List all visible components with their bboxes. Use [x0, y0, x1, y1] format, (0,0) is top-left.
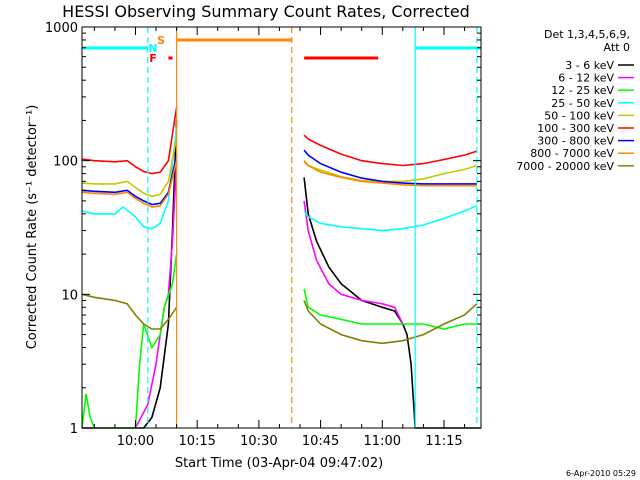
legend-entry-7-label: 800 - 7000 keV [530, 147, 614, 160]
y-tick-label-2: 100 [53, 155, 78, 170]
series-6-segment-0-line [81, 154, 178, 206]
legend-entry-3-label: 25 - 50 keV [551, 97, 614, 110]
series-6-segment-1-line [303, 149, 477, 185]
flag-label-n: N [148, 42, 157, 55]
series-7-segment-1-line [303, 160, 477, 187]
chart-title: HESSI Observing Summary Count Rates, Cor… [62, 2, 470, 21]
legend-entry-2-label: 12 - 25 keV [551, 84, 614, 97]
y-tick-label-3: 1000 [45, 21, 78, 36]
x-tick-label-5: 11:15 [425, 434, 462, 449]
series-2-segment-0-line [81, 253, 178, 429]
legend-entry-8-label: 7000 - 20000 keV [516, 160, 614, 173]
legend-entry-6-label: 300 - 800 keV [537, 135, 614, 148]
flag-label-f: F [149, 52, 157, 65]
series-2-segment-1-line [303, 288, 477, 330]
series-5-segment-1-line [303, 134, 478, 167]
legend-title-line-1: Att 0 [604, 41, 630, 54]
legend-entry-4-label: 50 - 100 keV [544, 109, 614, 122]
y-tick-label-0: 1 [70, 422, 78, 437]
series-8-segment-1-line [303, 300, 478, 345]
plot-frame [81, 26, 482, 429]
x-tick-label-0: 10:00 [117, 434, 154, 449]
x-tick-label-4: 11:00 [364, 434, 401, 449]
series-3-segment-1-line [303, 204, 478, 232]
x-tick-label-1: 10:15 [178, 434, 215, 449]
series-1-segment-1-line [303, 200, 404, 325]
series-8-segment-0-line [81, 293, 178, 330]
legend-entry-0-label: 3 - 6 keV [565, 59, 614, 72]
y-tick-label-1: 10 [61, 288, 78, 303]
series-0-segment-0-line [82, 120, 178, 429]
legend-entry-5-label: 100 - 300 keV [537, 122, 614, 135]
series-4-segment-0-line [81, 136, 178, 198]
flag-label-s: S [157, 34, 165, 47]
y-axis-label: Corrected Count Rate (s⁻¹ detector⁻¹) [25, 105, 40, 350]
vertical-markers [147, 27, 478, 428]
series-5-segment-0-line [81, 107, 178, 175]
series-3-segment-0-line [81, 126, 178, 230]
axes: 10:00 10:15 10:30 10:45 11:00 11:15 1 10 100 1000 [45, 21, 481, 449]
legend-title-line-0: Det 1,3,4,5,6,9, [544, 28, 630, 41]
legend-entry-1-label: 6 - 12 keV [558, 72, 614, 85]
footer-timestamp: 6-Apr-2010 05:29 [566, 469, 636, 478]
x-axis-label: Start Time (03-Apr-04 09:47:02) [175, 456, 383, 471]
data-traces [81, 107, 481, 429]
flag-bars: SNF [82, 34, 481, 65]
x-tick-label-2: 10:30 [240, 434, 277, 449]
x-tick-label-3: 10:45 [302, 434, 339, 449]
series-7-segment-0-line [81, 160, 178, 208]
